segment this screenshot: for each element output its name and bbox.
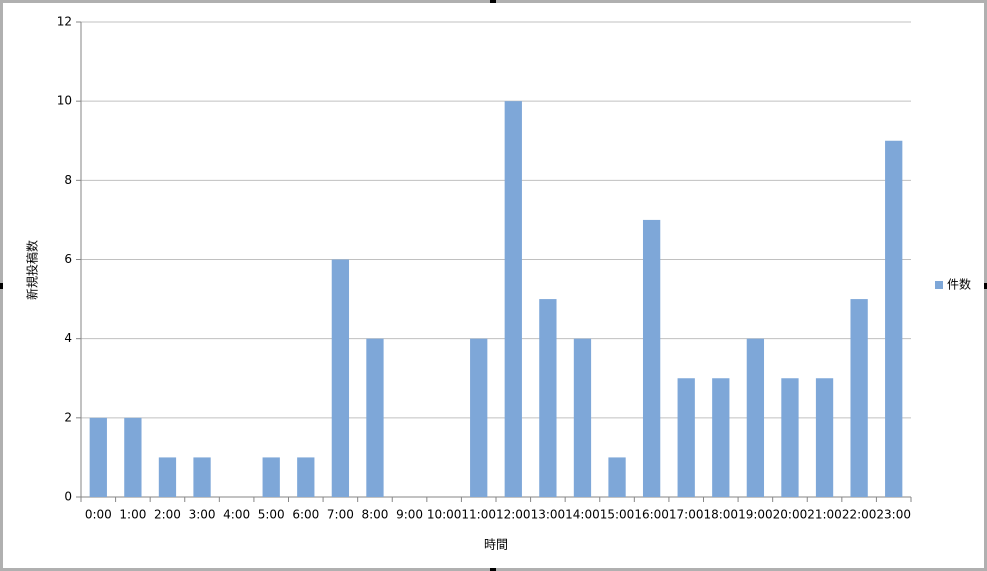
x-tick-label: 19:00 xyxy=(738,508,773,522)
x-tick-label: 7:00 xyxy=(327,508,354,522)
x-tick-label: 14:00 xyxy=(565,508,600,522)
bar xyxy=(124,417,142,497)
x-tick-label: 17:00 xyxy=(669,508,704,522)
y-tick-label: 8 xyxy=(64,173,72,187)
bar xyxy=(158,457,177,497)
bar xyxy=(850,299,868,497)
bar xyxy=(89,417,107,497)
x-tick-label: 11:00 xyxy=(461,508,496,522)
bar xyxy=(539,299,557,497)
x-tick-label: 0:00 xyxy=(85,508,112,522)
y-tick-label: 10 xyxy=(57,94,72,108)
bar xyxy=(885,140,903,497)
handle xyxy=(490,568,496,571)
handle xyxy=(490,0,496,3)
x-tick-label: 12:00 xyxy=(496,508,531,522)
x-tick-label: 23:00 xyxy=(876,508,911,522)
x-tick-label: 9:00 xyxy=(396,508,423,522)
x-tick-label: 21:00 xyxy=(807,508,842,522)
bar xyxy=(677,378,695,497)
x-tick-label: 15:00 xyxy=(600,508,635,522)
bar xyxy=(781,378,799,497)
legend-swatch xyxy=(935,281,943,289)
bar xyxy=(746,338,765,497)
bar xyxy=(297,457,315,497)
x-tick-label: 18:00 xyxy=(703,508,738,522)
x-tick-label: 8:00 xyxy=(361,508,388,522)
x-tick-label: 20:00 xyxy=(773,508,808,522)
x-tick-label: 10:00 xyxy=(427,508,462,522)
x-tick-label: 4:00 xyxy=(223,508,250,522)
y-tick-label: 12 xyxy=(57,15,72,29)
bar xyxy=(712,378,730,497)
bar xyxy=(815,378,834,497)
x-tick-label: 5:00 xyxy=(258,508,285,522)
bar xyxy=(331,259,350,497)
x-tick-label: 2:00 xyxy=(154,508,181,522)
y-tick-label: 0 xyxy=(64,490,72,504)
x-tick-label: 16:00 xyxy=(634,508,669,522)
handle xyxy=(0,283,3,289)
bar xyxy=(608,457,626,497)
x-tick-label: 13:00 xyxy=(531,508,566,522)
y-axis-label: 新規投稿数 xyxy=(25,240,40,300)
bar xyxy=(573,338,592,497)
bar xyxy=(366,338,384,497)
x-axis-label: 時間 xyxy=(484,538,508,552)
y-tick-label: 4 xyxy=(64,331,72,345)
y-tick-label: 2 xyxy=(64,410,72,424)
bar xyxy=(262,457,280,497)
bar xyxy=(642,219,661,497)
bar xyxy=(504,101,522,498)
x-tick-label: 3:00 xyxy=(189,508,216,522)
bar xyxy=(193,457,211,497)
x-tick-label: 1:00 xyxy=(119,508,146,522)
bar xyxy=(470,338,488,497)
y-tick-label: 6 xyxy=(64,252,72,266)
x-tick-label: 6:00 xyxy=(292,508,319,522)
x-tick-label: 22:00 xyxy=(842,508,877,522)
legend-label: 件数 xyxy=(947,277,971,292)
handle xyxy=(984,283,987,289)
